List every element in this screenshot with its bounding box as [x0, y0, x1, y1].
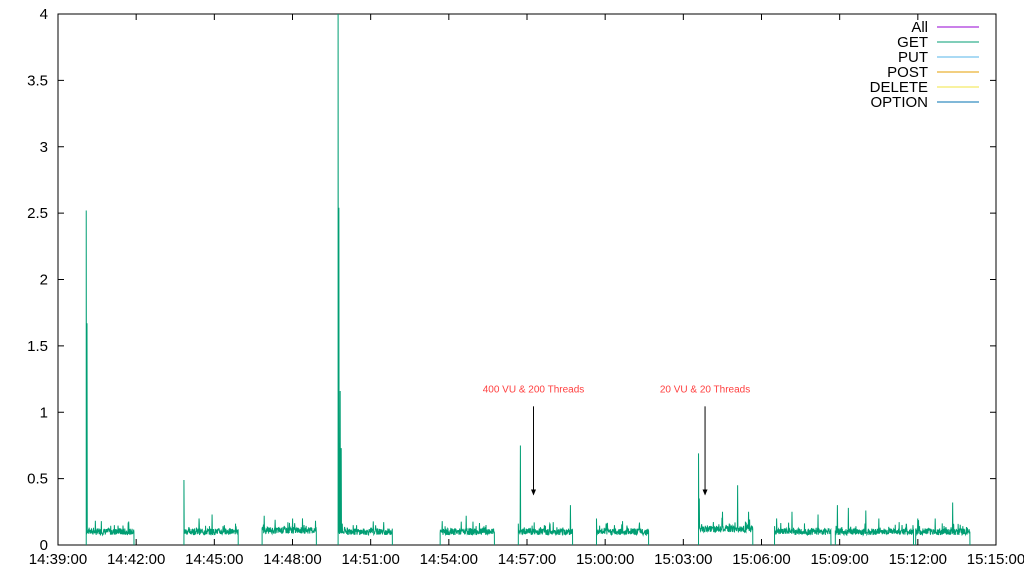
- y-tick-label: 3.5: [27, 72, 48, 89]
- series-get-segment: [439, 515, 495, 546]
- annotation-arrow-head: [702, 489, 708, 496]
- x-tick-label: 14:57:00: [498, 551, 556, 568]
- y-axis: 0 0.5 1 1.5 2 2.5 3 3.5 4: [27, 6, 996, 554]
- plot-frame: [57, 13, 997, 546]
- x-tick-label: 15:15:00: [967, 551, 1024, 568]
- x-tick-label: 14:54:00: [420, 551, 478, 568]
- series-get-segment: [698, 453, 754, 546]
- series-get-segment: [915, 502, 971, 546]
- legend-label-put: PUT: [898, 49, 928, 66]
- legend-label-all: All: [911, 19, 928, 36]
- x-tick-label: 14:48:00: [263, 551, 321, 568]
- y-tick-label: 2.5: [27, 205, 48, 222]
- series-layer: [85, 13, 971, 546]
- annotations: 400 VU & 200 Threads 20 VU & 20 Threads: [483, 384, 750, 496]
- x-tick-label: 15:09:00: [810, 551, 868, 568]
- y-tick-label: 1.5: [27, 338, 48, 355]
- legend-label-delete: DELETE: [870, 79, 928, 96]
- x-tick-label: 15:00:00: [576, 551, 634, 568]
- series-get-segment: [337, 13, 393, 546]
- x-tick-label: 14:42:00: [107, 551, 165, 568]
- x-tick-label: 15:03:00: [654, 551, 712, 568]
- series-get-segment: [517, 445, 574, 546]
- y-tick-label: 0.5: [27, 471, 48, 488]
- series-get-segment: [834, 505, 914, 545]
- annotation-label: 20 VU & 20 Threads: [660, 384, 750, 395]
- y-tick-label: 0: [40, 537, 48, 554]
- legend-label-post: POST: [887, 64, 928, 81]
- series-get-segment: [183, 479, 239, 546]
- y-tick-label: 4: [40, 6, 48, 23]
- y-tick-label: 3: [40, 139, 48, 156]
- annotation-arrow-head: [531, 489, 537, 496]
- series-get-segment: [85, 210, 135, 546]
- legend-label-option: OPTION: [870, 94, 928, 111]
- x-tick-label: 14:39:00: [29, 551, 87, 568]
- y-tick-label: 1: [40, 404, 48, 421]
- y-tick-label: 2: [40, 272, 48, 289]
- x-tick-label: 15:06:00: [732, 551, 790, 568]
- annotation-label: 400 VU & 200 Threads: [483, 384, 585, 395]
- series-get-segment: [261, 515, 317, 546]
- x-tick-label: 14:51:00: [341, 551, 399, 568]
- x-tick-label: 14:45:00: [185, 551, 243, 568]
- legend-label-get: GET: [897, 34, 928, 51]
- x-tick-label: 15:12:00: [889, 551, 947, 568]
- x-axis: 14:39:00 14:42:00 14:45:00 14:48:00 14:51:00…: [29, 14, 1024, 568]
- series-get-segment: [774, 511, 832, 546]
- series-get-segment: [595, 518, 650, 545]
